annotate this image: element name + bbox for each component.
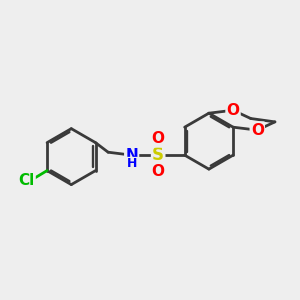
Text: O: O (151, 164, 164, 179)
Text: Cl: Cl (18, 173, 34, 188)
Text: N: N (125, 148, 138, 163)
Text: H: H (127, 158, 137, 170)
Text: S: S (152, 146, 164, 164)
Text: O: O (151, 131, 164, 146)
Text: O: O (251, 123, 264, 138)
Text: O: O (226, 103, 239, 118)
